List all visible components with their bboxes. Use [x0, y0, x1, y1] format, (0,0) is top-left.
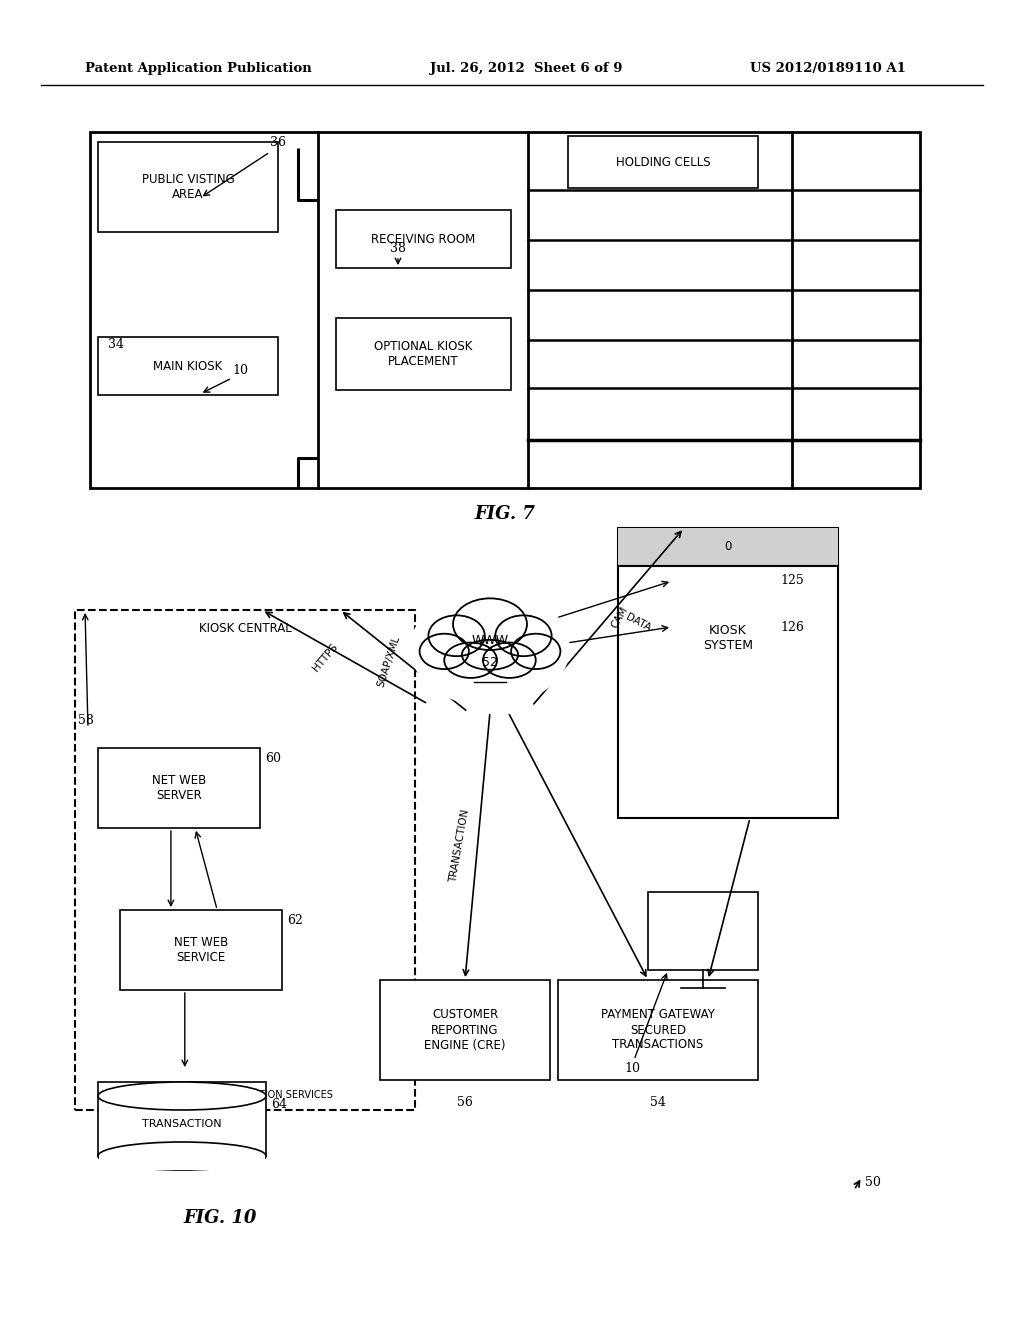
- Text: DATA: DATA: [624, 612, 652, 634]
- Text: 60: 60: [265, 751, 281, 764]
- Ellipse shape: [483, 643, 536, 678]
- Text: PAYMENT GATEWAY
SECURED
TRANSACTIONS: PAYMENT GATEWAY SECURED TRANSACTIONS: [601, 1008, 715, 1052]
- Text: KIOSK
SYSTEM: KIOSK SYSTEM: [703, 624, 753, 652]
- Text: 38: 38: [390, 242, 406, 255]
- Ellipse shape: [428, 615, 484, 656]
- Text: TOUCHPAY TRANSACTION SERVICES: TOUCHPAY TRANSACTION SERVICES: [158, 1090, 333, 1100]
- Bar: [336, 210, 511, 268]
- Text: HTTPS: HTTPS: [310, 642, 339, 673]
- Text: TRANSACTION: TRANSACTION: [449, 809, 471, 883]
- Ellipse shape: [453, 598, 527, 649]
- Ellipse shape: [444, 643, 497, 678]
- Text: FIG. 10: FIG. 10: [183, 1209, 257, 1228]
- Text: 0: 0: [724, 540, 732, 553]
- Text: CUSTOMER
REPORTING
ENGINE (CRE): CUSTOMER REPORTING ENGINE (CRE): [424, 1008, 506, 1052]
- Text: 54: 54: [650, 1096, 666, 1109]
- Text: 58: 58: [78, 714, 94, 726]
- Text: Patent Application Publication: Patent Application Publication: [85, 62, 311, 74]
- Bar: [98, 748, 260, 828]
- Text: 64: 64: [271, 1097, 287, 1110]
- Ellipse shape: [411, 590, 569, 706]
- Text: 56: 56: [457, 1096, 473, 1109]
- Bar: [75, 610, 415, 1110]
- Text: US 2012/0189110 A1: US 2012/0189110 A1: [750, 62, 906, 74]
- Text: 62: 62: [287, 913, 303, 927]
- Ellipse shape: [420, 634, 469, 669]
- Ellipse shape: [98, 1142, 266, 1170]
- Text: Jul. 26, 2012  Sheet 6 of 9: Jul. 26, 2012 Sheet 6 of 9: [430, 62, 623, 74]
- Ellipse shape: [511, 634, 560, 669]
- Text: HOLDING CELLS: HOLDING CELLS: [615, 156, 711, 169]
- Text: 126: 126: [780, 620, 804, 634]
- Bar: [648, 892, 758, 970]
- Bar: [99, 1156, 265, 1170]
- Text: 10: 10: [624, 1061, 640, 1074]
- Bar: [618, 528, 838, 566]
- Text: PUBLIC VISTING
AREA: PUBLIC VISTING AREA: [141, 173, 234, 201]
- Bar: [672, 610, 772, 644]
- Text: WWW: WWW: [471, 634, 509, 647]
- Bar: [336, 318, 511, 389]
- Ellipse shape: [98, 1082, 266, 1110]
- Text: 52: 52: [482, 656, 498, 668]
- Bar: [618, 528, 838, 818]
- Ellipse shape: [496, 615, 552, 656]
- Text: OPTIONAL KIOSK
PLACEMENT: OPTIONAL KIOSK PLACEMENT: [375, 341, 473, 368]
- Bar: [568, 136, 758, 187]
- Bar: [98, 143, 278, 232]
- Bar: [98, 337, 278, 395]
- Bar: [98, 1082, 266, 1156]
- Ellipse shape: [462, 640, 518, 669]
- Text: 50: 50: [865, 1176, 881, 1188]
- Text: NET WEB
SERVER: NET WEB SERVER: [152, 774, 206, 803]
- Text: MAIN KIOSK: MAIN KIOSK: [154, 359, 222, 372]
- Text: SOAP/XML: SOAP/XML: [376, 634, 402, 688]
- Bar: [672, 564, 772, 598]
- Bar: [120, 909, 282, 990]
- Text: NET WEB
SERVICE: NET WEB SERVICE: [174, 936, 228, 964]
- Text: 34: 34: [108, 338, 124, 351]
- Bar: [380, 979, 550, 1080]
- Text: TRANSACTION: TRANSACTION: [142, 1119, 222, 1129]
- Text: FIG. 7: FIG. 7: [474, 506, 536, 523]
- Text: KIOSK CENTRAL: KIOSK CENTRAL: [199, 622, 292, 635]
- Bar: [558, 979, 758, 1080]
- Text: CAM: CAM: [610, 605, 630, 630]
- Text: 10: 10: [232, 363, 248, 376]
- Text: RECEIVING ROOM: RECEIVING ROOM: [372, 232, 475, 246]
- Bar: [90, 132, 920, 488]
- Text: 36: 36: [270, 136, 286, 149]
- Text: 125: 125: [780, 574, 804, 587]
